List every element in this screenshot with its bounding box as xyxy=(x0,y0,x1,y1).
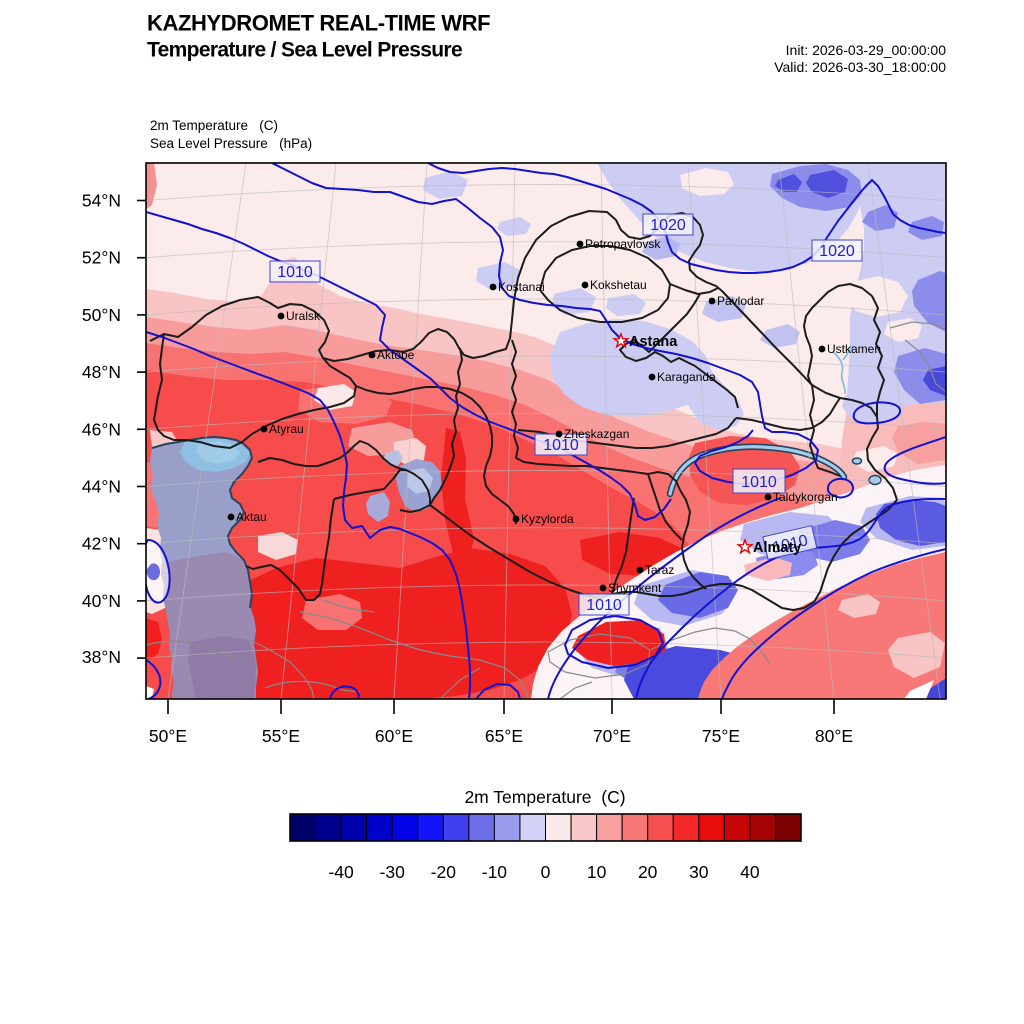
svg-text:Shymkent: Shymkent xyxy=(608,581,662,595)
svg-text:42°N: 42°N xyxy=(82,534,121,554)
svg-text:75°E: 75°E xyxy=(702,726,740,746)
svg-text:30: 30 xyxy=(689,862,709,882)
svg-text:Kostanai: Kostanai xyxy=(498,280,545,294)
svg-text:Almaty: Almaty xyxy=(753,540,801,556)
svg-text:1020: 1020 xyxy=(819,243,855,260)
svg-text:Taldykorgan: Taldykorgan xyxy=(773,490,838,504)
svg-text:54°N: 54°N xyxy=(82,191,121,211)
svg-text:50°N: 50°N xyxy=(82,305,121,325)
svg-text:Uralsk: Uralsk xyxy=(286,309,321,323)
svg-text:Sea Level Pressure (hPa): Sea Level Pressure (hPa) xyxy=(150,136,312,151)
svg-text:80°E: 80°E xyxy=(815,726,853,746)
svg-text:-20: -20 xyxy=(431,862,457,882)
svg-text:65°E: 65°E xyxy=(485,726,523,746)
svg-text:Temperature / Sea Level Pressu: Temperature / Sea Level Pressure xyxy=(147,39,462,62)
svg-text:1010: 1010 xyxy=(277,264,313,281)
svg-text:10: 10 xyxy=(587,862,607,882)
svg-text:20: 20 xyxy=(638,862,658,882)
svg-text:38°N: 38°N xyxy=(82,647,121,667)
svg-text:Kokshetau: Kokshetau xyxy=(590,278,647,292)
svg-text:-10: -10 xyxy=(482,862,508,882)
svg-text:Init: 2026-03-29_00:00:00: Init: 2026-03-29_00:00:00 xyxy=(786,42,947,58)
svg-text:Aktau: Aktau xyxy=(236,510,267,524)
svg-text:1010: 1010 xyxy=(741,474,777,491)
svg-text:Aktobe: Aktobe xyxy=(377,348,415,362)
svg-text:1010: 1010 xyxy=(586,597,622,614)
svg-text:-40: -40 xyxy=(328,862,354,882)
svg-text:Petropavlovsk: Petropavlovsk xyxy=(585,237,661,251)
svg-text:48°N: 48°N xyxy=(82,362,121,382)
svg-text:52°N: 52°N xyxy=(82,248,121,268)
svg-text:40°N: 40°N xyxy=(82,591,121,611)
svg-text:50°E: 50°E xyxy=(149,726,187,746)
svg-text:Kyzylorda: Kyzylorda xyxy=(521,512,574,526)
svg-text:60°E: 60°E xyxy=(375,726,413,746)
svg-text:46°N: 46°N xyxy=(82,419,121,439)
svg-text:Atyrau: Atyrau xyxy=(269,422,304,436)
svg-text:0: 0 xyxy=(541,862,551,882)
svg-text:55°E: 55°E xyxy=(262,726,300,746)
svg-text:1020: 1020 xyxy=(650,217,686,234)
svg-text:Karaganda: Karaganda xyxy=(657,370,716,384)
svg-text:KAZHYDROMET REAL-TIME WRF: KAZHYDROMET REAL-TIME WRF xyxy=(147,11,490,36)
svg-text:Taraz: Taraz xyxy=(645,563,674,577)
svg-text:Zheskazgan: Zheskazgan xyxy=(564,427,629,441)
svg-text:44°N: 44°N xyxy=(82,477,121,497)
svg-text:Astana: Astana xyxy=(629,334,678,350)
svg-text:40: 40 xyxy=(740,862,760,882)
svg-text:2m Temperature (C): 2m Temperature (C) xyxy=(150,118,278,133)
svg-text:2m Temperature (C): 2m Temperature (C) xyxy=(464,787,625,807)
svg-text:Pavlodar: Pavlodar xyxy=(717,294,764,308)
svg-text:Ustkamen: Ustkamen xyxy=(827,342,881,356)
svg-text:70°E: 70°E xyxy=(593,726,631,746)
svg-text:1010: 1010 xyxy=(543,437,579,454)
svg-text:-30: -30 xyxy=(380,862,406,882)
svg-text:Valid: 2026-03-30_18:00:00: Valid: 2026-03-30_18:00:00 xyxy=(774,59,946,75)
